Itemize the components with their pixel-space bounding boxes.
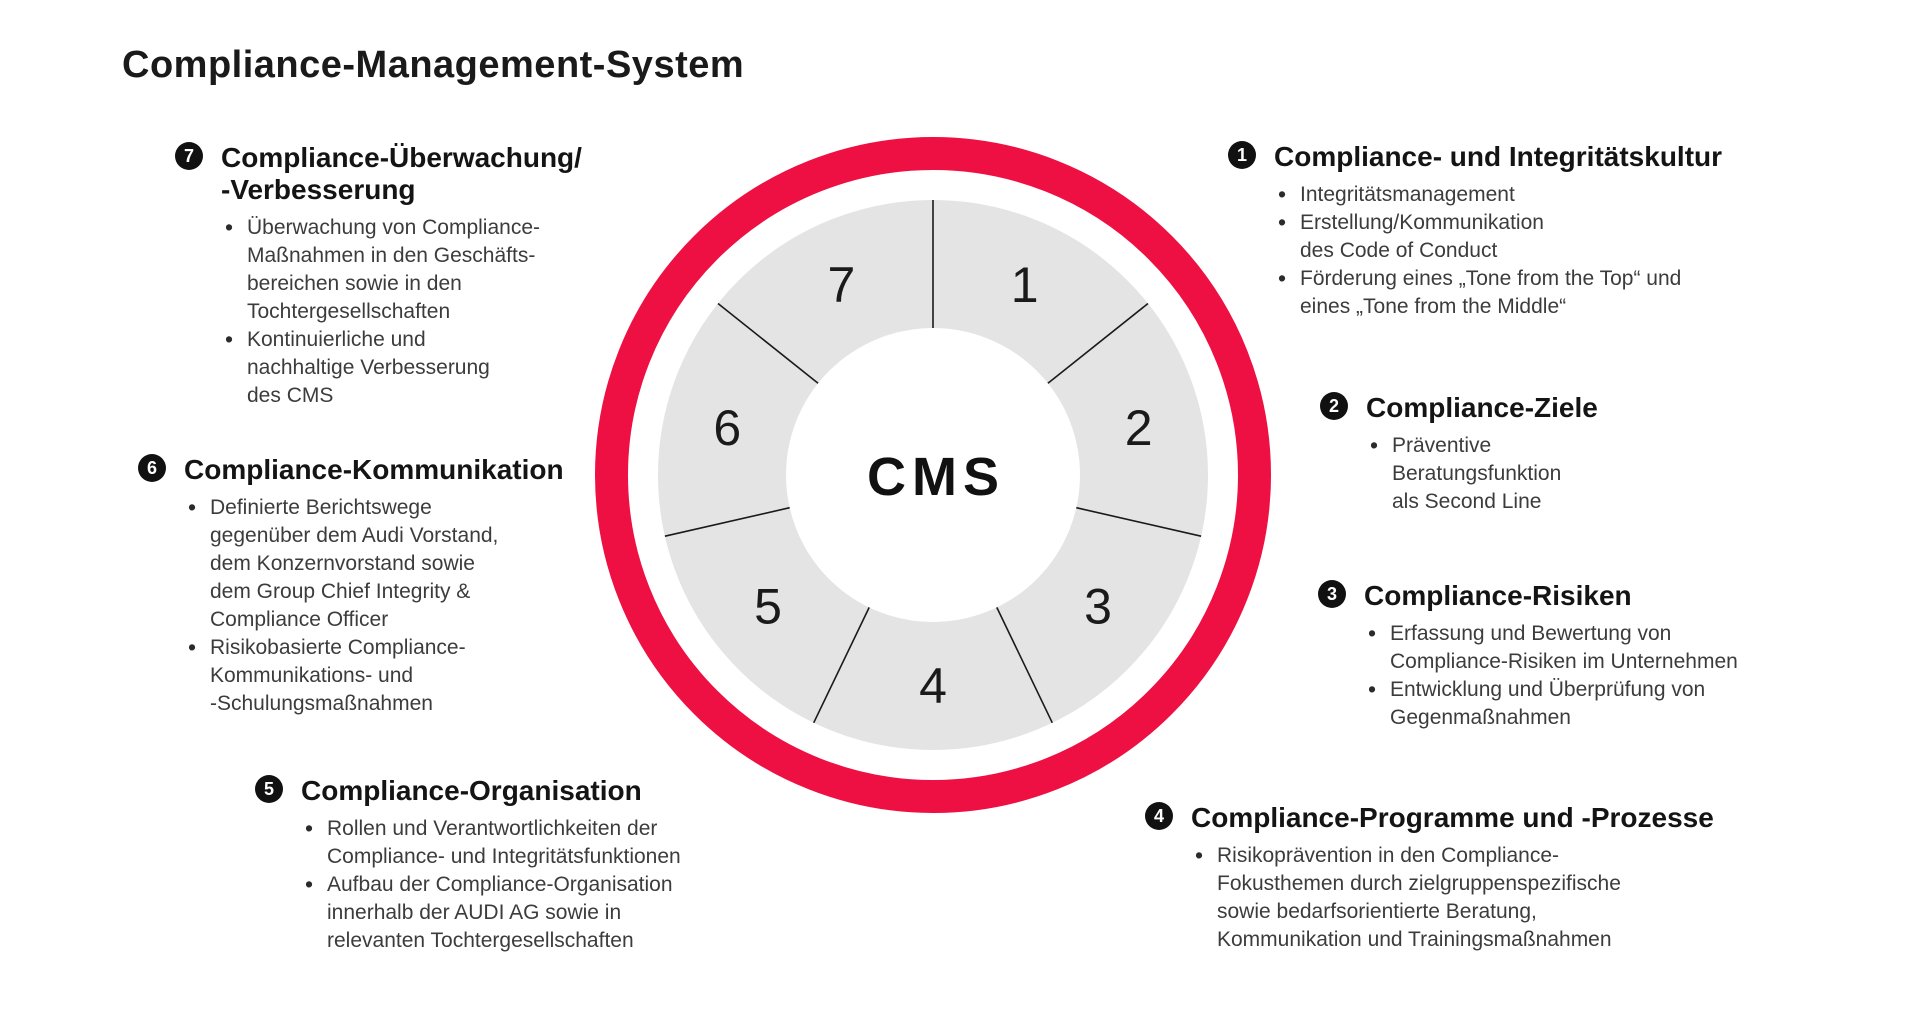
section-1-bullets: Integritätsmanagement Erstellung/Kommuni… xyxy=(1274,180,1722,321)
section-5-heading: Compliance-Organisation xyxy=(301,775,642,806)
bullet-item: Überwachung von Compliance- Maßnahmen in… xyxy=(221,213,582,326)
segment-divider xyxy=(1076,506,1202,537)
bullet-item: Erstellung/Kommunikation des Code of Con… xyxy=(1274,208,1722,265)
section-5: 5 Compliance-Organisation Rollen und Ver… xyxy=(255,775,681,955)
wheel-segment-5-label: 5 xyxy=(754,579,782,635)
section-6: 6 Compliance-Kommunikation Definierte Be… xyxy=(138,454,564,718)
section-3: 3 Compliance-Risiken Erfassung und Bewer… xyxy=(1318,580,1738,732)
section-1-badge: 1 xyxy=(1228,141,1256,169)
bullet-item: Risikoprävention in den Compliance- Foku… xyxy=(1191,841,1714,954)
wheel-segment-3-label: 3 xyxy=(1084,579,1112,635)
wheel-segment-6-label: 6 xyxy=(713,400,741,456)
section-7-bullets: Überwachung von Compliance- Maßnahmen in… xyxy=(221,213,582,410)
wheel-segment-7-label: 7 xyxy=(827,257,855,313)
bullet-item: Entwicklung und Überprüfung von Gegenmaß… xyxy=(1364,675,1738,732)
section-4-heading: Compliance-Programme und -Prozesse xyxy=(1191,802,1714,833)
page-title: Compliance-Management-System xyxy=(122,44,745,86)
bullet-item: Kontinuierliche und nachhaltige Verbesse… xyxy=(221,325,582,410)
section-5-badge: 5 xyxy=(255,775,283,803)
wheel-segment-4-label: 4 xyxy=(919,658,947,714)
section-4: 4 Compliance-Programme und -Prozesse Ris… xyxy=(1145,802,1714,954)
bullet-item: Definierte Berichtswege gegenüber dem Au… xyxy=(184,493,564,634)
section-5-bullets: Rollen und Verantwortlichkeiten der Comp… xyxy=(301,814,681,955)
section-2: 2 Compliance-Ziele Präventive Beratungsf… xyxy=(1320,392,1598,516)
section-3-bullets: Erfassung und Bewertung von Compliance-R… xyxy=(1364,619,1738,732)
bullet-item: Förderung eines „Tone from the Top“ und … xyxy=(1274,264,1722,321)
bullet-item: Präventive Beratungsfunktion als Second … xyxy=(1366,431,1598,516)
bullet-item: Risikobasierte Compliance- Kommunikation… xyxy=(184,633,564,718)
section-2-badge: 2 xyxy=(1320,392,1348,420)
wheel-red-ring xyxy=(595,137,1271,813)
section-6-badge: 6 xyxy=(138,454,166,482)
section-2-bullets: Präventive Beratungsfunktion als Second … xyxy=(1366,431,1598,516)
bullet-item: Integritätsmanagement xyxy=(1274,180,1722,209)
section-4-badge: 4 xyxy=(1145,802,1173,830)
section-7-badge: 7 xyxy=(175,142,203,170)
bullet-item: Erfassung und Bewertung von Compliance-R… xyxy=(1364,619,1738,676)
section-2-heading: Compliance-Ziele xyxy=(1366,392,1598,423)
wheel-segment-2-label: 2 xyxy=(1125,400,1153,456)
segment-divider xyxy=(812,607,870,724)
segment-divider xyxy=(717,302,819,384)
bullet-item: Rollen und Verantwortlichkeiten der Comp… xyxy=(301,814,681,871)
segment-divider xyxy=(1047,302,1149,384)
wheel-segment-1-label: 1 xyxy=(1011,257,1039,313)
segment-divider xyxy=(996,607,1054,724)
section-6-bullets: Definierte Berichtswege gegenüber dem Au… xyxy=(184,493,564,718)
cms-wheel: 1 2 3 4 5 6 7 CMS xyxy=(595,137,1271,813)
wheel-center-label: CMS xyxy=(867,447,1005,507)
section-4-bullets: Risikoprävention in den Compliance- Foku… xyxy=(1191,841,1714,954)
section-6-heading: Compliance-Kommunikation xyxy=(184,454,564,485)
section-1: 1 Compliance- und Integritätskultur Inte… xyxy=(1228,141,1722,321)
section-1-heading: Compliance- und Integritätskultur xyxy=(1274,141,1723,172)
bullet-item: Aufbau der Compliance-Organisation inner… xyxy=(301,870,681,955)
section-3-badge: 3 xyxy=(1318,580,1346,608)
section-7-heading: Compliance-Überwachung/ -Verbesserung xyxy=(221,142,582,205)
segment-divider xyxy=(664,506,790,537)
section-3-heading: Compliance-Risiken xyxy=(1364,580,1632,611)
section-7: 7 Compliance-Überwachung/ -Verbesserung … xyxy=(175,142,582,410)
